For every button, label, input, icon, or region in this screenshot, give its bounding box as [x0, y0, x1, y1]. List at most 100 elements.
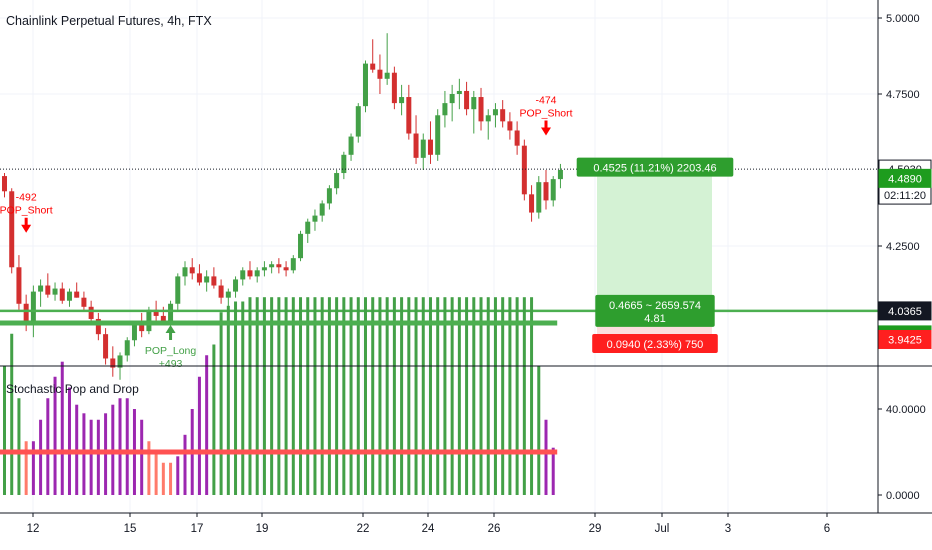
- candle-body: [290, 258, 296, 271]
- candle-body: [319, 203, 325, 216]
- candle-body: [124, 340, 130, 356]
- histogram-bar: [67, 387, 71, 495]
- histogram-bar: [371, 297, 375, 495]
- histogram-bar: [443, 297, 447, 495]
- target-label-bg: [576, 157, 734, 177]
- histogram-bar: [183, 434, 187, 495]
- histogram-bar: [414, 297, 418, 495]
- candle-body: [391, 72, 397, 104]
- price-badge: 02:11:20: [878, 185, 932, 205]
- candle-body: [254, 270, 260, 277]
- histogram-bar: [3, 366, 6, 495]
- histogram-bar: [154, 452, 158, 495]
- histogram-bar: [306, 297, 310, 495]
- candle-body: [507, 121, 513, 131]
- candle-body: [103, 334, 109, 359]
- price-tick-label: 4.2500: [886, 241, 920, 253]
- entry-label-text: 0.4665 ~ 2659.574: [609, 300, 701, 312]
- histogram-bar: [378, 297, 382, 495]
- candle-body: [189, 267, 195, 274]
- entry-label-text: 4.81: [644, 313, 665, 325]
- candle-body: [420, 139, 426, 158]
- annotation-value: -474: [535, 94, 556, 106]
- price-badge-bg: [878, 301, 932, 321]
- candle-body: [211, 276, 217, 286]
- candle-body: [326, 188, 332, 204]
- candle-body: [399, 97, 405, 104]
- time-tick-label: 12: [27, 523, 40, 535]
- stochastic-histogram: [0, 297, 558, 495]
- histogram-bar: [537, 366, 541, 495]
- histogram-bar: [342, 297, 346, 495]
- candle-body: [492, 109, 498, 116]
- histogram-bar: [400, 297, 404, 495]
- chart-title: Chainlink Perpetual Futures, 4h, FTX: [6, 14, 212, 28]
- time-tick-label: 19: [256, 523, 269, 535]
- price-tick-label: 4.7500: [886, 89, 920, 101]
- histogram-bar: [17, 398, 21, 495]
- time-tick-label: 29: [589, 523, 602, 535]
- histogram-bar: [335, 297, 339, 495]
- candle-body: [435, 115, 441, 155]
- histogram-bar: [407, 297, 411, 495]
- histogram-bar: [118, 398, 122, 495]
- histogram-bar: [60, 361, 64, 495]
- histogram-bar: [327, 297, 331, 495]
- candle-body: [110, 358, 116, 368]
- candle-body: [182, 267, 188, 277]
- histogram-bar: [241, 301, 245, 495]
- histogram-bar: [226, 305, 230, 495]
- grid-lines: [0, 0, 878, 513]
- histogram-bar: [428, 297, 432, 495]
- candle-body: [557, 170, 563, 180]
- candle-body: [88, 306, 94, 319]
- histogram-bar: [544, 419, 548, 495]
- histogram-bar: [522, 297, 526, 495]
- histogram-bar: [39, 419, 43, 495]
- candle-body: [204, 276, 210, 283]
- candle-body: [543, 182, 549, 201]
- time-tick-label: 22: [357, 523, 370, 535]
- price-levels: [0, 168, 878, 313]
- target-label-text: 0.4525 (11.21%) 2203.46: [593, 163, 716, 175]
- price-badge: 3.9425: [878, 329, 932, 349]
- candle-body: [225, 291, 231, 298]
- candle-body: [276, 264, 282, 268]
- stop-label-text: 0.0940 (2.33%) 750: [607, 339, 704, 351]
- time-tick-label: 17: [191, 523, 204, 535]
- histogram-bar: [501, 297, 505, 495]
- candle-body: [500, 109, 506, 122]
- histogram-bar: [89, 419, 93, 495]
- histogram-bar: [364, 297, 367, 495]
- histogram-bar: [421, 297, 425, 495]
- price-badge: 4.4890: [878, 168, 932, 188]
- histogram-bar: [262, 297, 266, 495]
- candle-body: [9, 191, 15, 268]
- candle-body: [38, 285, 44, 292]
- histogram-bar: [457, 297, 461, 495]
- time-tick-label: 26: [488, 523, 501, 535]
- histogram-bar: [46, 398, 50, 495]
- histogram-bar: [479, 297, 483, 495]
- candlestick-series: [2, 33, 563, 380]
- down-arrow-icon: [541, 120, 551, 136]
- price-tick-label: 5.0000: [886, 13, 920, 25]
- histogram-bar: [96, 419, 100, 495]
- price-badge-text: 02:11:20: [884, 190, 926, 202]
- candle-body: [23, 303, 29, 322]
- histogram-bar: [515, 297, 519, 495]
- position-labels: 0.4525 (11.21%) 2203.46 0.4665 ~ 2659.574…: [576, 157, 734, 353]
- histogram-bar: [176, 456, 180, 495]
- histogram-bar: [313, 297, 317, 495]
- histogram-bar: [450, 297, 454, 495]
- candle-body: [117, 355, 123, 368]
- histogram-bar: [255, 297, 259, 495]
- histogram-bar: [493, 297, 497, 495]
- histogram-bar: [147, 441, 151, 495]
- down-arrow-icon: [21, 217, 32, 233]
- candle-body: [233, 279, 239, 292]
- histogram-bar: [53, 376, 57, 495]
